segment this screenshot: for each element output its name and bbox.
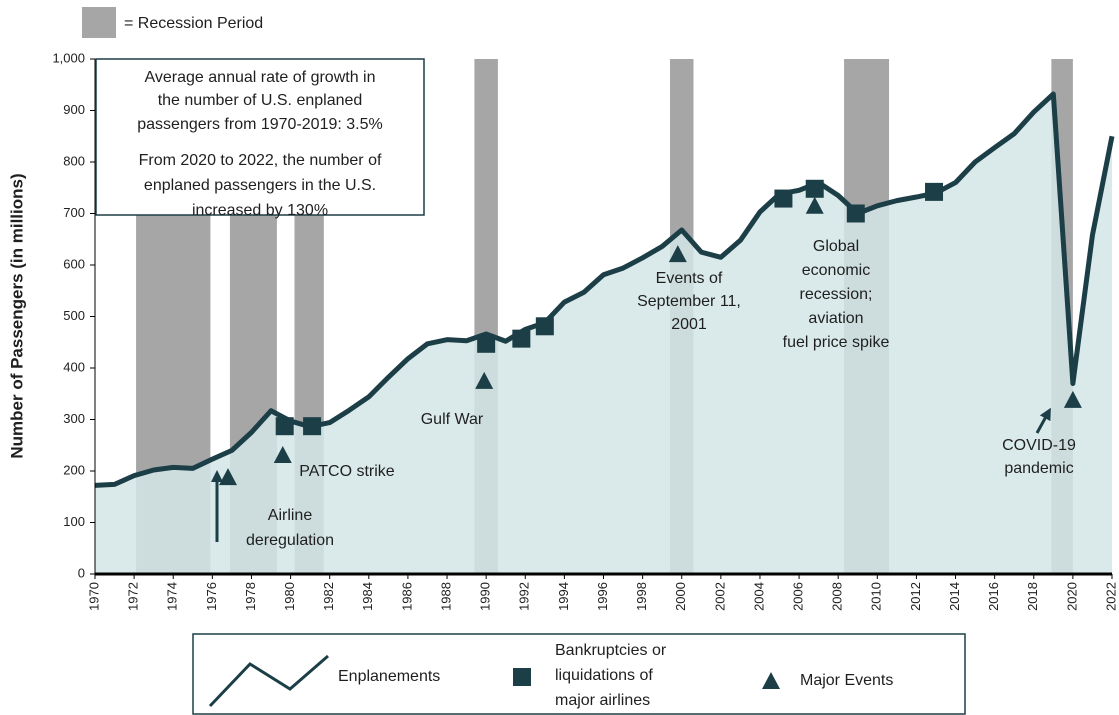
event-marker: [668, 245, 687, 263]
y-tick-label: 200: [63, 462, 85, 477]
x-tick-label: 2016: [986, 582, 1001, 611]
x-tick-label: 1986: [399, 582, 414, 611]
annotation: Airline: [268, 507, 313, 524]
annotation: Gulf War: [421, 411, 484, 428]
bankruptcy-marker: [925, 182, 944, 201]
y-tick-label: 400: [63, 359, 85, 374]
x-tick-label: 1988: [438, 582, 453, 611]
annotation: economic: [802, 262, 870, 279]
annotation: pandemic: [1004, 460, 1073, 477]
event-marker: [218, 468, 237, 486]
x-tick-label: 1984: [360, 582, 375, 611]
legend-label: Enplanements: [338, 668, 440, 685]
legend-label: Major Events: [800, 672, 893, 689]
annotation: recession;: [800, 286, 873, 303]
annotation-arrow: [1035, 407, 1051, 434]
text-box-line: passengers from 1970-2019: 3.5%: [137, 116, 382, 133]
y-tick-label: 600: [63, 256, 85, 271]
bankruptcy-marker: [535, 317, 554, 336]
text-box-line: increased by 130%: [192, 202, 328, 219]
x-tick-label: 1976: [204, 582, 219, 611]
annotation: fuel price spike: [783, 334, 890, 351]
legend-swatch: [82, 7, 116, 38]
x-tick-label: 1982: [321, 582, 336, 611]
y-tick-label: 800: [63, 153, 85, 168]
annotation: deregulation: [246, 532, 334, 549]
event-marker: [1063, 390, 1082, 408]
annotation: aviation: [808, 310, 863, 327]
legend-box: [192, 633, 966, 715]
x-tick-label: 2002: [712, 582, 727, 611]
x-tick-label: 2004: [751, 582, 766, 611]
bankruptcy-marker: [805, 179, 824, 198]
x-tick-label: 2022: [1103, 582, 1118, 611]
x-tick-label: 1970: [86, 582, 101, 611]
x-tick-label: 2018: [1025, 582, 1040, 611]
x-tick-label: 1978: [243, 582, 258, 611]
y-tick-label: 1,000: [52, 50, 85, 65]
x-tick-label: 2012: [908, 582, 923, 611]
x-tick-label: 2006: [791, 582, 806, 611]
y-tick-label: 700: [63, 205, 85, 220]
y-tick-label: 500: [63, 308, 85, 323]
x-tick-label: 1996: [595, 582, 610, 611]
legend-label: liquidations of: [555, 667, 653, 684]
legend-triangle: [762, 672, 780, 689]
event-marker: [273, 446, 292, 464]
annotation: Events of: [656, 270, 723, 287]
bankruptcy-marker: [275, 417, 294, 436]
annotation: 2001: [671, 316, 707, 333]
x-tick-label: 1998: [634, 582, 649, 611]
bankruptcy-marker: [477, 334, 496, 353]
x-tick-label: 1974: [165, 582, 180, 611]
y-axis-label: Number of Passengers (in millions): [7, 173, 26, 458]
legend-line: [208, 654, 329, 708]
x-tick-label: 2020: [1064, 582, 1079, 611]
legend-label: Bankruptcies or: [555, 642, 667, 659]
bankruptcy-marker: [846, 204, 865, 223]
y-tick-label: 100: [63, 514, 85, 529]
text-box-line: From 2020 to 2022, the number of: [139, 152, 382, 169]
x-tick-label: 2014: [947, 582, 962, 611]
annotation: Global: [813, 238, 859, 255]
bankruptcy-marker: [512, 329, 531, 348]
annotation: September 11,: [637, 293, 741, 310]
annotation: COVID-19: [1002, 437, 1076, 454]
bankruptcy-marker: [774, 189, 793, 208]
y-tick-label: 300: [63, 411, 85, 426]
y-tick-label: 0: [78, 565, 85, 580]
x-tick-label: 1972: [126, 582, 141, 611]
legend-label: = Recession Period: [124, 15, 263, 32]
x-tick-label: 1990: [478, 582, 493, 611]
x-tick-label: 1994: [556, 582, 571, 611]
y-tick-label: 900: [63, 102, 85, 117]
x-tick-label: 2008: [830, 582, 845, 611]
legend-label: major airlines: [555, 692, 650, 709]
x-tick-label: 2000: [673, 582, 688, 611]
text-box-line: enplaned passengers in the U.S.: [144, 177, 376, 194]
event-marker: [475, 371, 494, 389]
legend-square: [513, 668, 531, 686]
x-tick-label: 1992: [517, 582, 532, 611]
x-tick-label: 2010: [869, 582, 884, 611]
x-tick-label: 1980: [282, 582, 297, 611]
text-box-line: Average annual rate of growth in: [145, 69, 376, 86]
text-box-line: the number of U.S. enplaned: [158, 92, 363, 109]
bankruptcy-marker: [303, 417, 322, 436]
annotation: PATCO strike: [299, 463, 395, 480]
event-marker: [805, 196, 824, 214]
text-box: [95, 58, 425, 216]
